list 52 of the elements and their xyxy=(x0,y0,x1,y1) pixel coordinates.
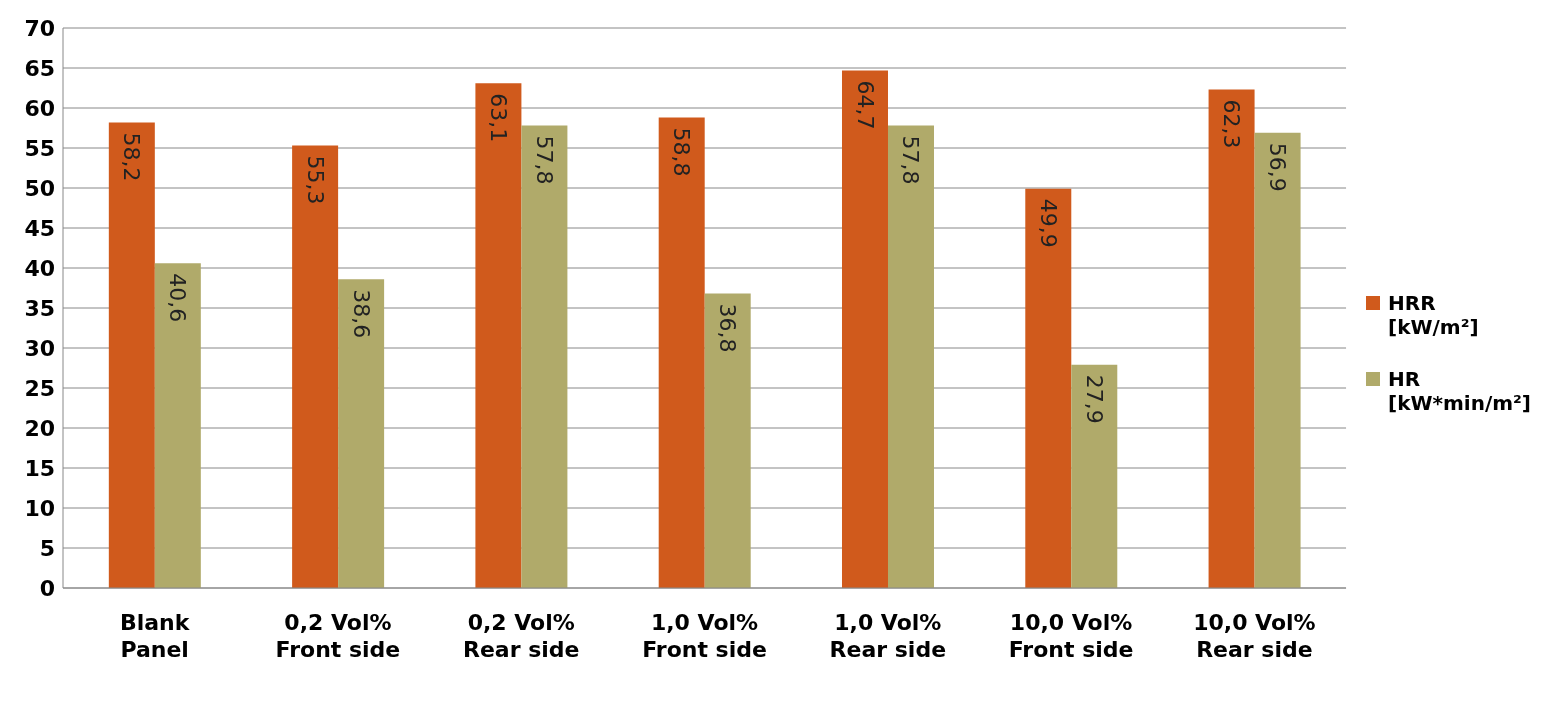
y-tick-label: 0 xyxy=(39,575,55,601)
data-label: 57,8 xyxy=(531,135,557,185)
x-tick-label: 1,0 Vol% Rear side xyxy=(829,610,947,662)
bar xyxy=(1071,364,1118,588)
x-tick-label: 10,0 Vol% Rear side xyxy=(1193,610,1316,662)
bar xyxy=(154,263,201,588)
y-tick-label: 45 xyxy=(24,215,55,241)
bar xyxy=(338,279,385,588)
bar xyxy=(658,117,705,588)
y-tick-label: 70 xyxy=(24,15,55,41)
y-tick-label: 65 xyxy=(24,55,55,81)
data-label: 62,3 xyxy=(1219,99,1245,149)
y-tick-label: 25 xyxy=(24,375,55,401)
data-label: 57,8 xyxy=(898,135,924,185)
x-tick-label: Blank Panel xyxy=(119,610,191,662)
bar xyxy=(1208,89,1255,588)
y-tick-label: 20 xyxy=(24,415,55,441)
x-tick-label: 10,0 Vol% Front side xyxy=(1008,610,1134,662)
y-tick-label: 5 xyxy=(39,535,55,561)
y-tick-label: 30 xyxy=(24,335,55,361)
y-tick-label: 10 xyxy=(24,495,55,521)
bar xyxy=(108,122,155,588)
y-tick-label: 55 xyxy=(24,135,55,161)
y-tick-label: 35 xyxy=(24,295,55,321)
data-label: 27,9 xyxy=(1081,374,1107,424)
x-tick-label: 0,2 Vol% Front side xyxy=(275,610,401,662)
y-tick-label: 60 xyxy=(24,95,55,121)
y-tick-label: 50 xyxy=(24,175,55,201)
data-label: 36,8 xyxy=(715,303,741,353)
bar xyxy=(704,293,751,588)
legend-label: HRR [kW/m²] xyxy=(1388,291,1479,339)
bar xyxy=(841,70,888,588)
legend-label: HR [kW*min/m²] xyxy=(1388,367,1531,415)
data-label: 40,6 xyxy=(165,273,191,323)
data-label: 56,9 xyxy=(1265,142,1291,192)
data-label: 64,7 xyxy=(852,80,878,130)
bar xyxy=(292,145,339,588)
bar xyxy=(521,125,568,588)
bar xyxy=(1254,132,1301,588)
data-label: 58,2 xyxy=(119,132,145,182)
data-label: 58,8 xyxy=(669,127,695,177)
data-label: 49,9 xyxy=(1035,198,1061,248)
x-tick-label: 1,0 Vol% Front side xyxy=(642,610,767,662)
bar xyxy=(475,83,522,588)
x-tick-label: 0,2 Vol% Rear side xyxy=(462,610,580,662)
data-label: 63,1 xyxy=(485,93,511,143)
bar xyxy=(1025,188,1072,588)
data-label: 38,6 xyxy=(348,289,374,339)
y-tick-label: 15 xyxy=(24,455,55,481)
bar xyxy=(887,125,934,588)
y-tick-label: 40 xyxy=(24,255,55,281)
data-label: 55,3 xyxy=(302,155,328,205)
